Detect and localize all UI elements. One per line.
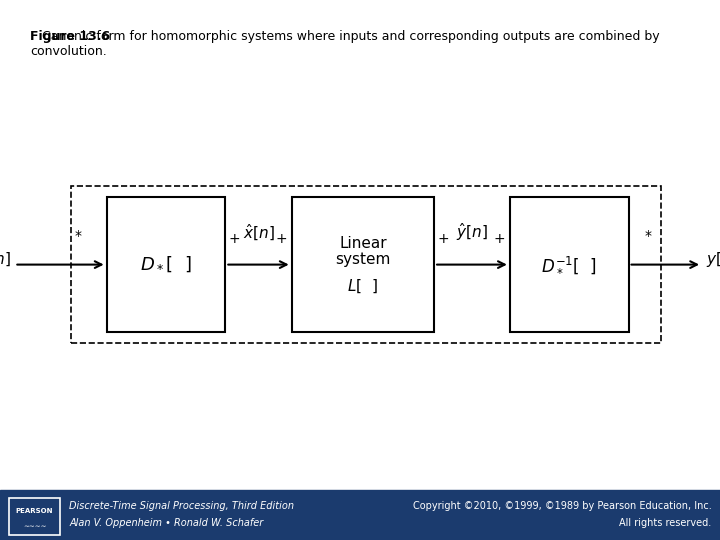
Text: Copyright ©2010, ©1999, ©1989 by Pearson Education, Inc.: Copyright ©2010, ©1999, ©1989 by Pearson…	[413, 501, 711, 511]
Text: $\hat{y}[n]$: $\hat{y}[n]$	[456, 221, 488, 243]
Bar	[0, 490, 720, 540]
Text: $D_*[$  $]$: $D_*[$ $]$	[140, 255, 192, 274]
Text: +: +	[438, 232, 449, 246]
Text: *: *	[644, 229, 652, 243]
Text: +: +	[494, 232, 505, 246]
Bar	[292, 197, 434, 332]
Text: Canonic form for homomorphic systems where inputs and corresponding outputs are : Canonic form for homomorphic systems whe…	[30, 30, 660, 58]
Text: PEARSON: PEARSON	[16, 508, 53, 514]
Text: +: +	[229, 232, 240, 246]
Bar	[71, 186, 661, 343]
Text: $L[$  $]$: $L[$ $]$	[348, 278, 378, 295]
Text: $y[n]$: $y[n]$	[706, 249, 720, 269]
Text: +: +	[276, 232, 287, 246]
Text: system: system	[336, 252, 390, 267]
Text: All rights reserved.: All rights reserved.	[619, 518, 711, 529]
Text: *: *	[74, 229, 81, 243]
Text: $x[n]$: $x[n]$	[0, 251, 11, 268]
Text: $\hat{x}[n]$: $\hat{x}[n]$	[243, 222, 274, 243]
Text: ∼∼∼∼: ∼∼∼∼	[23, 523, 46, 529]
FancyBboxPatch shape	[9, 498, 60, 535]
Text: Alan V. Oppenheim • Ronald W. Schafer: Alan V. Oppenheim • Ronald W. Schafer	[69, 518, 264, 529]
Bar	[107, 197, 225, 332]
Text: Figure 13.6: Figure 13.6	[30, 30, 110, 43]
Text: $D_*^{-1}[$  $]$: $D_*^{-1}[$ $]$	[541, 255, 597, 274]
Text: Linear: Linear	[339, 235, 387, 251]
Text: Discrete-Time Signal Processing, Third Edition: Discrete-Time Signal Processing, Third E…	[69, 501, 294, 511]
Bar	[510, 197, 629, 332]
